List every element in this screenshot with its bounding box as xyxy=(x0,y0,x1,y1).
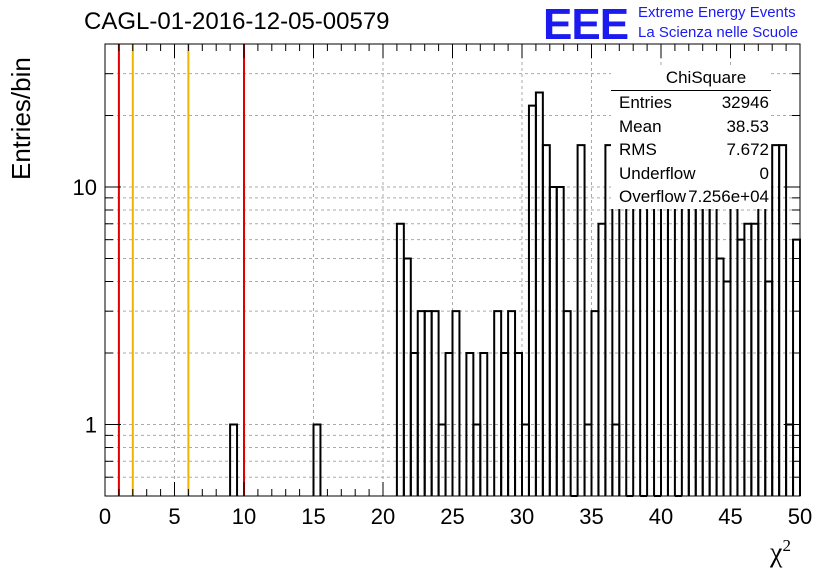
stats-value: 38.53 xyxy=(726,116,769,136)
histogram-bin xyxy=(708,185,718,496)
histogram-bin xyxy=(312,423,322,496)
histogram-bin xyxy=(750,222,760,496)
stats-label: Mean xyxy=(619,116,662,136)
stats-row-underflow: Underflow 0 xyxy=(611,162,771,186)
x-axis-label: χ2 xyxy=(770,536,791,569)
eee-logo: EEE xyxy=(543,0,629,49)
stats-label: Underflow xyxy=(619,163,696,183)
x-tick-label: 45 xyxy=(718,504,742,529)
stats-label: Entries xyxy=(619,93,672,112)
histogram-bin xyxy=(743,222,753,496)
x-tick-label: 40 xyxy=(649,504,673,529)
x-tick-label: 25 xyxy=(440,504,464,529)
x-tick-label: 0 xyxy=(99,504,111,529)
histogram-bin xyxy=(604,144,614,496)
axes: 0 5 10 15 20 25 30 35 40 45 50 1 10 xyxy=(73,43,812,529)
x-tick-label: 50 xyxy=(788,504,812,529)
histogram-bin xyxy=(778,144,788,496)
histogram-bin xyxy=(527,104,537,496)
x-axis-label-exponent: 2 xyxy=(782,536,791,555)
histogram-bin xyxy=(430,310,440,496)
histogram-bin xyxy=(666,185,676,496)
histogram-bin xyxy=(229,423,239,496)
histogram-bin xyxy=(764,280,774,496)
histogram-bin xyxy=(479,352,489,496)
stats-label: RMS xyxy=(619,140,657,159)
x-tick-label: 35 xyxy=(579,504,603,529)
stats-title: ChiSquare xyxy=(611,66,771,91)
stats-label: Overflow xyxy=(619,187,687,206)
stats-row-entries: Entries 32946 xyxy=(611,91,771,115)
stats-value: 7.256e+04 xyxy=(688,187,769,206)
eee-logo-text: Extreme Energy Events La Scienza nelle S… xyxy=(638,3,798,43)
histogram-bin xyxy=(729,185,739,496)
histogram-bin xyxy=(736,238,746,496)
stats-value: 7.672 xyxy=(726,140,769,159)
histogram-bin xyxy=(715,257,725,496)
grid xyxy=(105,44,800,496)
histogram-bin xyxy=(792,238,801,496)
histogram-bin xyxy=(402,257,412,496)
y-tick-label: 10 xyxy=(73,175,97,200)
stats-row-rms: RMS 7.672 xyxy=(611,138,771,162)
histogram-bin xyxy=(416,310,426,496)
histogram-bin xyxy=(576,144,586,496)
histogram-bin xyxy=(555,185,565,496)
y-tick-label: 1 xyxy=(85,413,97,438)
histogram-bin xyxy=(451,310,461,496)
histogram-bin xyxy=(395,222,405,496)
histogram-bin xyxy=(507,310,517,496)
stats-value: 32946 xyxy=(721,93,769,112)
stats-box: ChiSquare Entries 32946 Mean 38.53 RMS 7.67… xyxy=(611,66,771,209)
x-tick-label: 20 xyxy=(371,504,395,529)
histogram-bin xyxy=(423,310,433,496)
x-tick-label: 30 xyxy=(510,504,534,529)
y-axis-label: Entries/bin xyxy=(6,57,36,180)
histogram-bars xyxy=(229,91,801,497)
histogram-bin xyxy=(562,310,572,496)
histogram-bin xyxy=(548,185,558,496)
histogram-bin xyxy=(597,222,607,496)
x-tick-label: 15 xyxy=(301,504,325,529)
stats-value: 0 xyxy=(759,163,769,183)
histogram-bin xyxy=(493,310,503,496)
histogram-bin xyxy=(722,280,732,496)
logo-line-2: La Scienza nelle Scuole xyxy=(638,24,799,41)
logo-line-1: Extreme Energy Events xyxy=(638,4,796,21)
histogram-bin xyxy=(590,310,600,496)
x-tick-label: 5 xyxy=(168,504,180,529)
stats-row-overflow: Overflow 7.256e+04 xyxy=(611,185,771,209)
plot-title: CAGL-01-2016-12-05-00579 xyxy=(84,8,390,35)
threshold-lines xyxy=(117,44,245,496)
x-tick-label: 10 xyxy=(232,504,256,529)
stats-row-mean: Mean 38.53 xyxy=(611,115,771,139)
x-axis-label-symbol: χ xyxy=(770,537,783,569)
